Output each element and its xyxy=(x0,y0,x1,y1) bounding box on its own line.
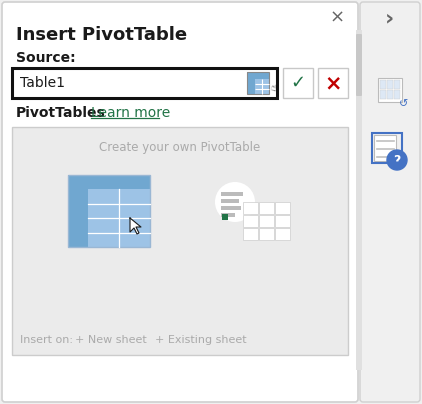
FancyBboxPatch shape xyxy=(394,90,400,99)
Circle shape xyxy=(387,150,407,170)
Text: ×: × xyxy=(324,73,342,93)
Text: + Existing sheet: + Existing sheet xyxy=(155,335,246,345)
FancyBboxPatch shape xyxy=(283,68,313,98)
FancyBboxPatch shape xyxy=(12,127,348,355)
Text: Learn more: Learn more xyxy=(91,106,170,120)
FancyBboxPatch shape xyxy=(221,192,243,196)
FancyBboxPatch shape xyxy=(259,202,274,214)
Text: ↺: ↺ xyxy=(399,99,408,109)
FancyBboxPatch shape xyxy=(374,135,396,161)
Text: ☝: ☝ xyxy=(269,82,277,94)
Text: Table1: Table1 xyxy=(20,76,65,90)
FancyBboxPatch shape xyxy=(68,175,150,189)
FancyBboxPatch shape xyxy=(275,228,290,240)
FancyBboxPatch shape xyxy=(2,2,358,402)
FancyBboxPatch shape xyxy=(356,34,362,96)
FancyBboxPatch shape xyxy=(380,80,386,89)
FancyBboxPatch shape xyxy=(255,79,269,94)
Text: ×: × xyxy=(330,9,344,27)
FancyBboxPatch shape xyxy=(243,215,258,227)
FancyBboxPatch shape xyxy=(380,90,386,99)
FancyBboxPatch shape xyxy=(243,202,258,214)
Text: Insert on:: Insert on: xyxy=(20,335,73,345)
FancyBboxPatch shape xyxy=(378,78,402,102)
FancyBboxPatch shape xyxy=(221,213,235,217)
FancyBboxPatch shape xyxy=(387,80,393,89)
FancyBboxPatch shape xyxy=(222,214,228,220)
FancyBboxPatch shape xyxy=(275,202,290,214)
Text: ?: ? xyxy=(393,154,400,166)
FancyBboxPatch shape xyxy=(221,206,241,210)
Text: ✓: ✓ xyxy=(290,74,306,92)
Text: Create your own PivotTable: Create your own PivotTable xyxy=(99,141,261,154)
FancyBboxPatch shape xyxy=(243,228,258,240)
Text: Source:: Source: xyxy=(16,51,76,65)
FancyBboxPatch shape xyxy=(259,228,274,240)
FancyBboxPatch shape xyxy=(360,2,420,402)
FancyBboxPatch shape xyxy=(318,68,348,98)
FancyBboxPatch shape xyxy=(259,215,274,227)
Polygon shape xyxy=(130,218,141,234)
FancyBboxPatch shape xyxy=(247,72,269,79)
FancyBboxPatch shape xyxy=(247,79,255,94)
FancyBboxPatch shape xyxy=(88,189,150,247)
Circle shape xyxy=(215,182,255,222)
Text: ›: › xyxy=(385,8,395,28)
FancyBboxPatch shape xyxy=(394,80,400,89)
Text: PivotTables: PivotTables xyxy=(16,106,106,120)
FancyBboxPatch shape xyxy=(387,90,393,99)
FancyBboxPatch shape xyxy=(68,189,88,247)
FancyBboxPatch shape xyxy=(221,199,239,203)
FancyBboxPatch shape xyxy=(12,68,277,98)
Text: Insert PivotTable: Insert PivotTable xyxy=(16,26,187,44)
FancyBboxPatch shape xyxy=(275,215,290,227)
Text: + New sheet: + New sheet xyxy=(75,335,147,345)
FancyBboxPatch shape xyxy=(356,30,362,370)
